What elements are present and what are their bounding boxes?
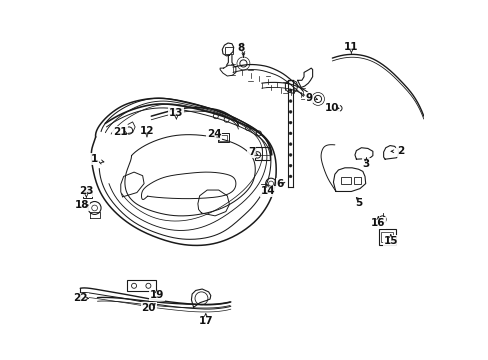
Circle shape: [288, 121, 291, 124]
Text: 21: 21: [113, 127, 127, 136]
Text: 22: 22: [73, 293, 88, 303]
Text: 10: 10: [325, 103, 339, 113]
Text: 15: 15: [383, 236, 397, 246]
Circle shape: [288, 164, 291, 167]
Text: 13: 13: [169, 108, 183, 118]
Text: 5: 5: [355, 198, 362, 208]
Text: 24: 24: [206, 129, 221, 139]
Text: 11: 11: [344, 42, 358, 52]
Circle shape: [288, 111, 291, 113]
Text: 18: 18: [74, 200, 89, 210]
Circle shape: [288, 132, 291, 135]
Text: 9: 9: [305, 93, 312, 103]
Text: 6: 6: [276, 179, 284, 189]
Circle shape: [288, 175, 291, 178]
Circle shape: [288, 100, 291, 103]
Text: 14: 14: [260, 186, 275, 197]
Text: 23: 23: [79, 186, 93, 196]
Text: 12: 12: [140, 126, 154, 135]
Text: 3: 3: [362, 159, 369, 169]
Text: 16: 16: [370, 218, 385, 228]
Text: 20: 20: [141, 303, 156, 313]
Circle shape: [288, 89, 291, 92]
Text: 8: 8: [237, 43, 244, 53]
Text: 2: 2: [396, 146, 403, 156]
Text: 19: 19: [149, 291, 163, 301]
Text: 17: 17: [198, 316, 213, 325]
Text: 7: 7: [247, 147, 255, 157]
Text: 4: 4: [237, 42, 244, 52]
Text: 1: 1: [91, 154, 98, 164]
Circle shape: [288, 143, 291, 145]
Circle shape: [288, 153, 291, 156]
